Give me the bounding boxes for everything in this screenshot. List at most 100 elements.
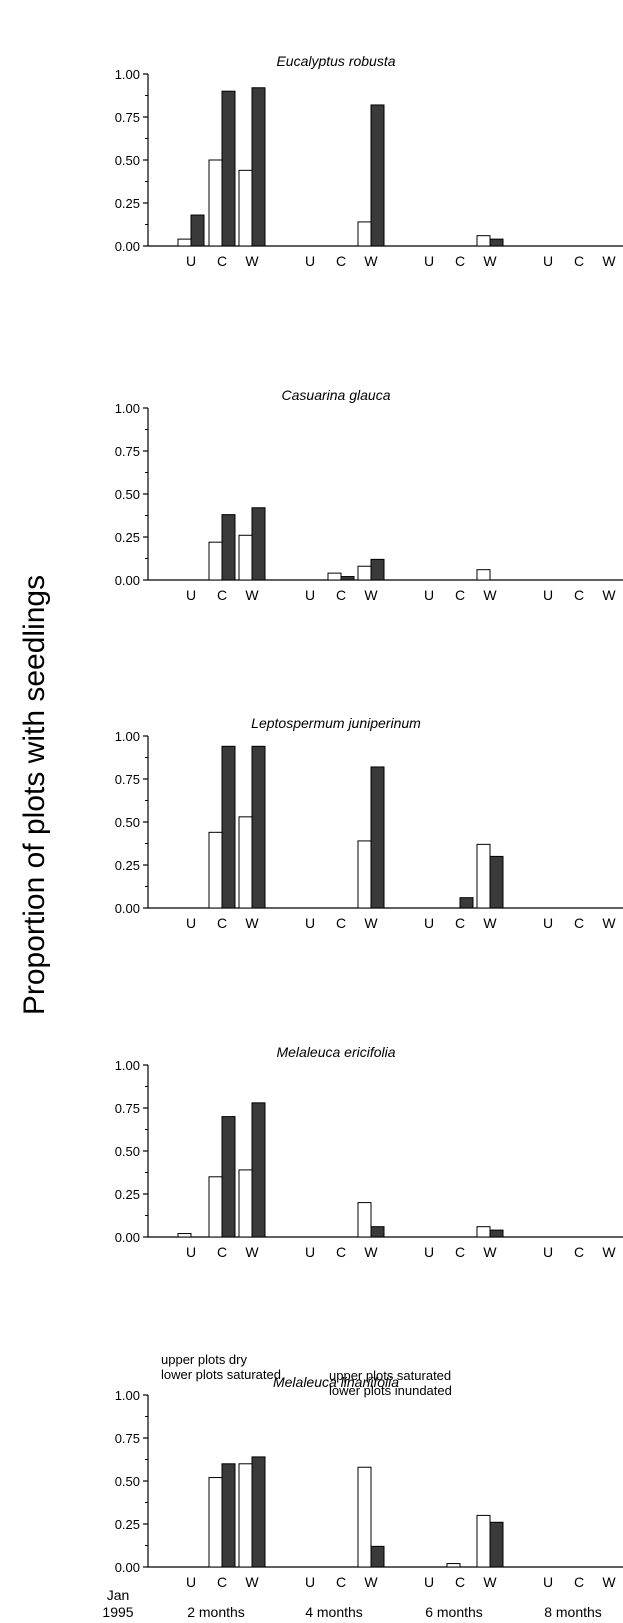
category-label: W bbox=[602, 915, 616, 931]
time-label-8-months: 8 months bbox=[544, 1604, 602, 1620]
category-label: C bbox=[455, 587, 465, 603]
y-tick-label: 0.75 bbox=[115, 1101, 140, 1116]
y-tick-label: 0.50 bbox=[115, 1144, 140, 1159]
category-label: U bbox=[305, 1244, 315, 1260]
y-tick-label: 0.00 bbox=[115, 573, 140, 588]
bar-dark bbox=[370, 558, 385, 581]
bar-dark bbox=[221, 90, 236, 247]
category-label: W bbox=[364, 1244, 378, 1260]
start-label-year: 1995 bbox=[102, 1604, 133, 1620]
bar-dark bbox=[221, 1463, 236, 1568]
category-label: U bbox=[543, 1244, 553, 1260]
category-label: U bbox=[305, 587, 315, 603]
category-label: U bbox=[543, 915, 553, 931]
category-label: U bbox=[186, 1574, 196, 1590]
y-tick-label: 0.75 bbox=[115, 772, 140, 787]
annotation-line: upper plots dry bbox=[161, 1352, 247, 1367]
category-label: W bbox=[483, 253, 497, 269]
bar-dark bbox=[370, 1545, 385, 1568]
bar-open bbox=[208, 1477, 223, 1568]
y-tick-label: 0.00 bbox=[115, 1560, 140, 1575]
category-label: U bbox=[543, 253, 553, 269]
category-label: W bbox=[483, 587, 497, 603]
y-tick-label: 0.50 bbox=[115, 1474, 140, 1489]
chart-title: Eucalyptus robusta bbox=[276, 53, 395, 69]
bar-dark bbox=[340, 576, 355, 581]
annotation-line: upper plots saturated bbox=[329, 1368, 451, 1383]
category-label: C bbox=[574, 1244, 584, 1260]
y-tick-label: 0.75 bbox=[115, 444, 140, 459]
bar-dark bbox=[370, 766, 385, 909]
category-label: W bbox=[364, 587, 378, 603]
bar-dark bbox=[221, 514, 236, 581]
category-label: C bbox=[574, 253, 584, 269]
category-label: C bbox=[455, 253, 465, 269]
y-tick-label: 0.25 bbox=[115, 196, 140, 211]
y-tick-label: 1.00 bbox=[115, 729, 140, 744]
bar-open bbox=[238, 534, 253, 581]
bar-open bbox=[208, 831, 223, 909]
category-label: C bbox=[455, 915, 465, 931]
bar-dark bbox=[370, 104, 385, 247]
bar-dark bbox=[190, 214, 205, 247]
category-label: W bbox=[364, 1574, 378, 1590]
category-label: W bbox=[245, 253, 259, 269]
category-label: W bbox=[483, 1574, 497, 1590]
y-tick-label: 0.75 bbox=[115, 110, 140, 125]
category-label: U bbox=[424, 587, 434, 603]
bar-open bbox=[327, 572, 342, 581]
category-label: W bbox=[245, 1574, 259, 1590]
bar-dark bbox=[251, 87, 266, 247]
category-label: U bbox=[424, 253, 434, 269]
y-tick-label: 0.75 bbox=[115, 1431, 140, 1446]
bar-dark bbox=[489, 238, 504, 247]
bar-dark bbox=[251, 1102, 266, 1238]
category-label: U bbox=[543, 1574, 553, 1590]
category-label: W bbox=[602, 253, 616, 269]
category-label: U bbox=[305, 253, 315, 269]
bar-open bbox=[476, 569, 491, 581]
bar-dark bbox=[251, 1456, 266, 1568]
y-tick-label: 0.25 bbox=[115, 858, 140, 873]
y-tick-label: 0.50 bbox=[115, 153, 140, 168]
category-label: C bbox=[336, 915, 346, 931]
bar-open bbox=[177, 1233, 192, 1238]
bar-open bbox=[238, 1463, 253, 1568]
category-label: C bbox=[336, 1574, 346, 1590]
bar-dark bbox=[489, 1521, 504, 1568]
category-label: W bbox=[364, 253, 378, 269]
category-label: C bbox=[217, 1244, 227, 1260]
category-label: U bbox=[305, 1574, 315, 1590]
category-label: C bbox=[217, 587, 227, 603]
category-label: U bbox=[424, 1574, 434, 1590]
time-label-6-months: 6 months bbox=[425, 1604, 483, 1620]
bar-open bbox=[177, 238, 192, 247]
category-label: C bbox=[574, 915, 584, 931]
chart-panel: Eucalyptus robusta 0.00 0.25 0.50 0.75 1.00 U C… bbox=[115, 53, 623, 269]
annotation-line: lower plots saturated bbox=[161, 1367, 281, 1382]
chart-title: Melaleuca ericifolia bbox=[276, 1044, 395, 1060]
category-label: C bbox=[217, 915, 227, 931]
bar-open bbox=[238, 816, 253, 909]
chart-panel: Melaleuca ericifolia 0.00 0.25 0.50 0.75 1.00… bbox=[115, 1044, 623, 1260]
y-tick-label: 0.00 bbox=[115, 1230, 140, 1245]
category-label: W bbox=[483, 915, 497, 931]
bar-dark bbox=[251, 507, 266, 581]
bar-dark bbox=[489, 855, 504, 909]
category-label: C bbox=[574, 587, 584, 603]
y-tick-label: 0.50 bbox=[115, 815, 140, 830]
bar-dark bbox=[489, 1229, 504, 1238]
y-tick-label: 0.00 bbox=[115, 901, 140, 916]
annotations: upper plots dry lower plots saturated up… bbox=[161, 1352, 452, 1398]
annotation-line: lower plots inundated bbox=[329, 1383, 452, 1398]
bar-open bbox=[476, 1226, 491, 1238]
category-label: C bbox=[336, 587, 346, 603]
category-label: U bbox=[186, 253, 196, 269]
category-label: W bbox=[245, 1244, 259, 1260]
chart-title: Casuarina glauca bbox=[282, 387, 391, 403]
bar-dark bbox=[370, 1226, 385, 1238]
chart-title: Leptospermum juniperinum bbox=[251, 715, 421, 731]
category-label: U bbox=[186, 915, 196, 931]
bar-open bbox=[238, 1169, 253, 1238]
